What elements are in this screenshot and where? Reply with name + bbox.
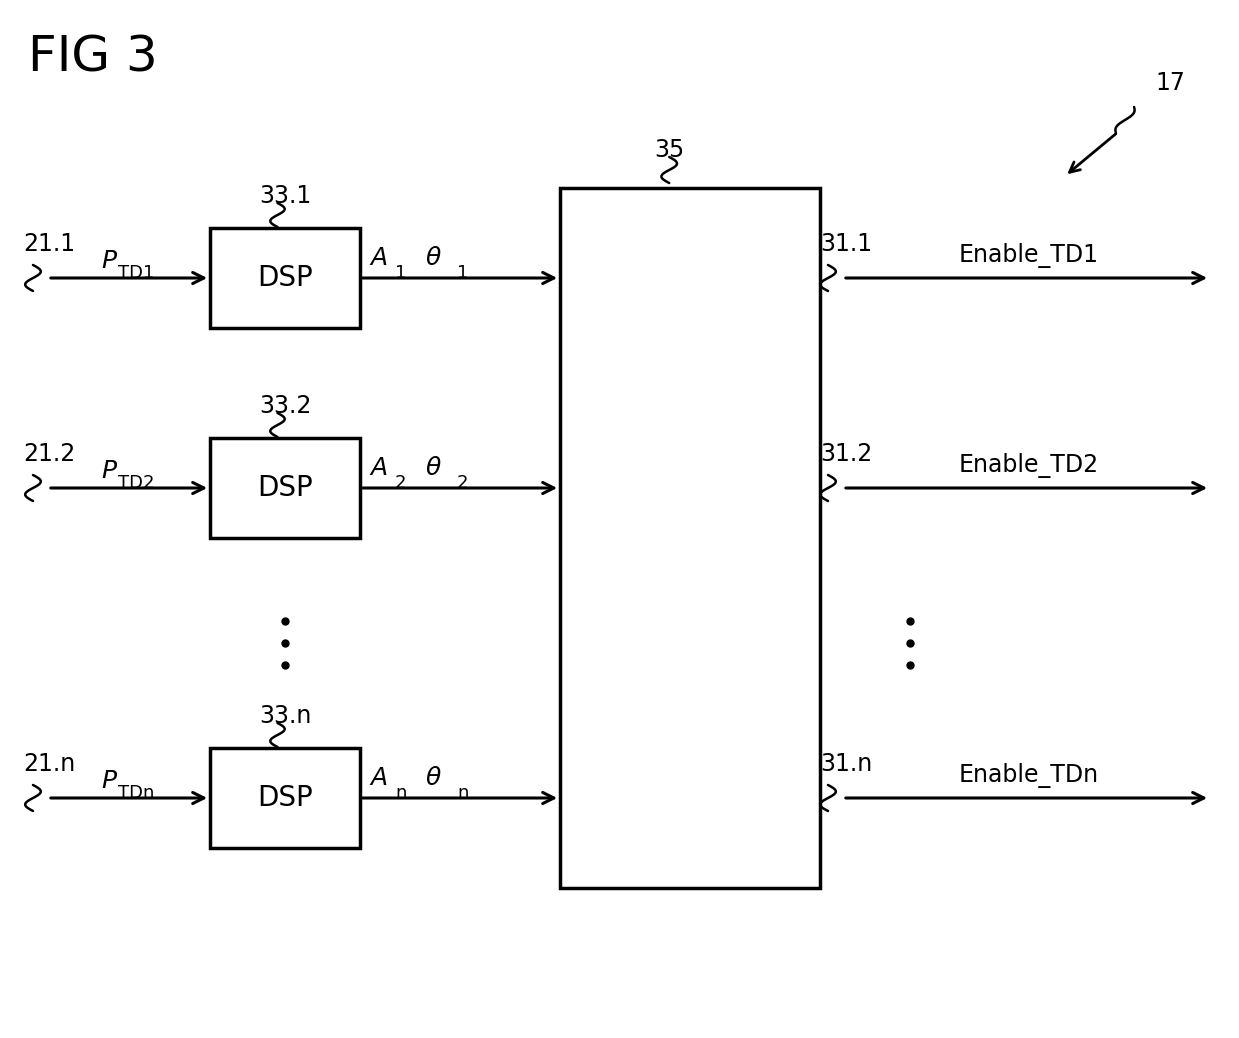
Text: FIG 3: FIG 3 xyxy=(28,33,157,81)
Bar xyxy=(560,188,820,887)
Text: 21.1: 21.1 xyxy=(24,233,76,256)
Text: $\theta$: $\theta$ xyxy=(425,766,442,790)
Text: Enable_TD2: Enable_TD2 xyxy=(959,453,1099,479)
Bar xyxy=(209,748,361,848)
Text: n: n xyxy=(395,784,406,802)
Bar xyxy=(209,228,361,328)
Text: DSP: DSP xyxy=(258,784,313,812)
Text: TD1: TD1 xyxy=(119,264,155,282)
Text: 1: 1 xyxy=(457,264,468,282)
Text: 35: 35 xyxy=(654,138,684,162)
Text: 33.n: 33.n xyxy=(259,704,312,728)
Text: P: P xyxy=(102,769,116,793)
Text: $\theta$: $\theta$ xyxy=(425,456,442,480)
Text: A: A xyxy=(370,246,387,270)
Text: TDn: TDn xyxy=(119,784,155,802)
Text: 21.n: 21.n xyxy=(24,752,76,776)
Text: 31.n: 31.n xyxy=(820,752,872,776)
Text: P: P xyxy=(102,249,116,273)
Text: A: A xyxy=(370,456,387,480)
Text: P: P xyxy=(102,459,116,483)
Text: Enable_TD1: Enable_TD1 xyxy=(959,243,1099,268)
Text: 31.2: 31.2 xyxy=(820,442,872,466)
Text: 21.2: 21.2 xyxy=(24,442,76,466)
Text: n: n xyxy=(457,784,468,802)
Text: A: A xyxy=(370,766,387,790)
Text: 2: 2 xyxy=(395,474,406,492)
Text: TD2: TD2 xyxy=(119,474,155,492)
Text: 31.1: 31.1 xyxy=(820,233,872,256)
Text: 17: 17 xyxy=(1155,71,1184,95)
Text: 33.2: 33.2 xyxy=(259,394,312,418)
Text: Enable_TDn: Enable_TDn xyxy=(959,763,1099,788)
Text: DSP: DSP xyxy=(258,474,313,502)
Text: DSP: DSP xyxy=(258,264,313,292)
Text: 33.1: 33.1 xyxy=(259,184,312,208)
Bar xyxy=(209,438,361,538)
Text: $\theta$: $\theta$ xyxy=(425,246,442,270)
Text: 2: 2 xyxy=(457,474,468,492)
Text: 1: 1 xyxy=(395,264,406,282)
